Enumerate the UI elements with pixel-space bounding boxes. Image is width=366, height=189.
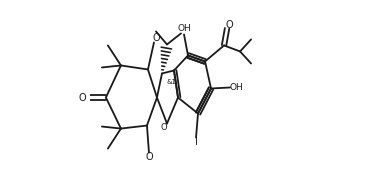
- Text: O: O: [225, 20, 233, 30]
- Text: OH: OH: [177, 24, 191, 33]
- Text: O: O: [152, 33, 160, 43]
- Text: OH: OH: [229, 83, 243, 92]
- Text: I: I: [195, 137, 197, 147]
- Text: O: O: [145, 152, 153, 162]
- Text: &1: &1: [167, 80, 177, 85]
- Text: O: O: [78, 92, 86, 102]
- Text: O: O: [160, 123, 167, 132]
